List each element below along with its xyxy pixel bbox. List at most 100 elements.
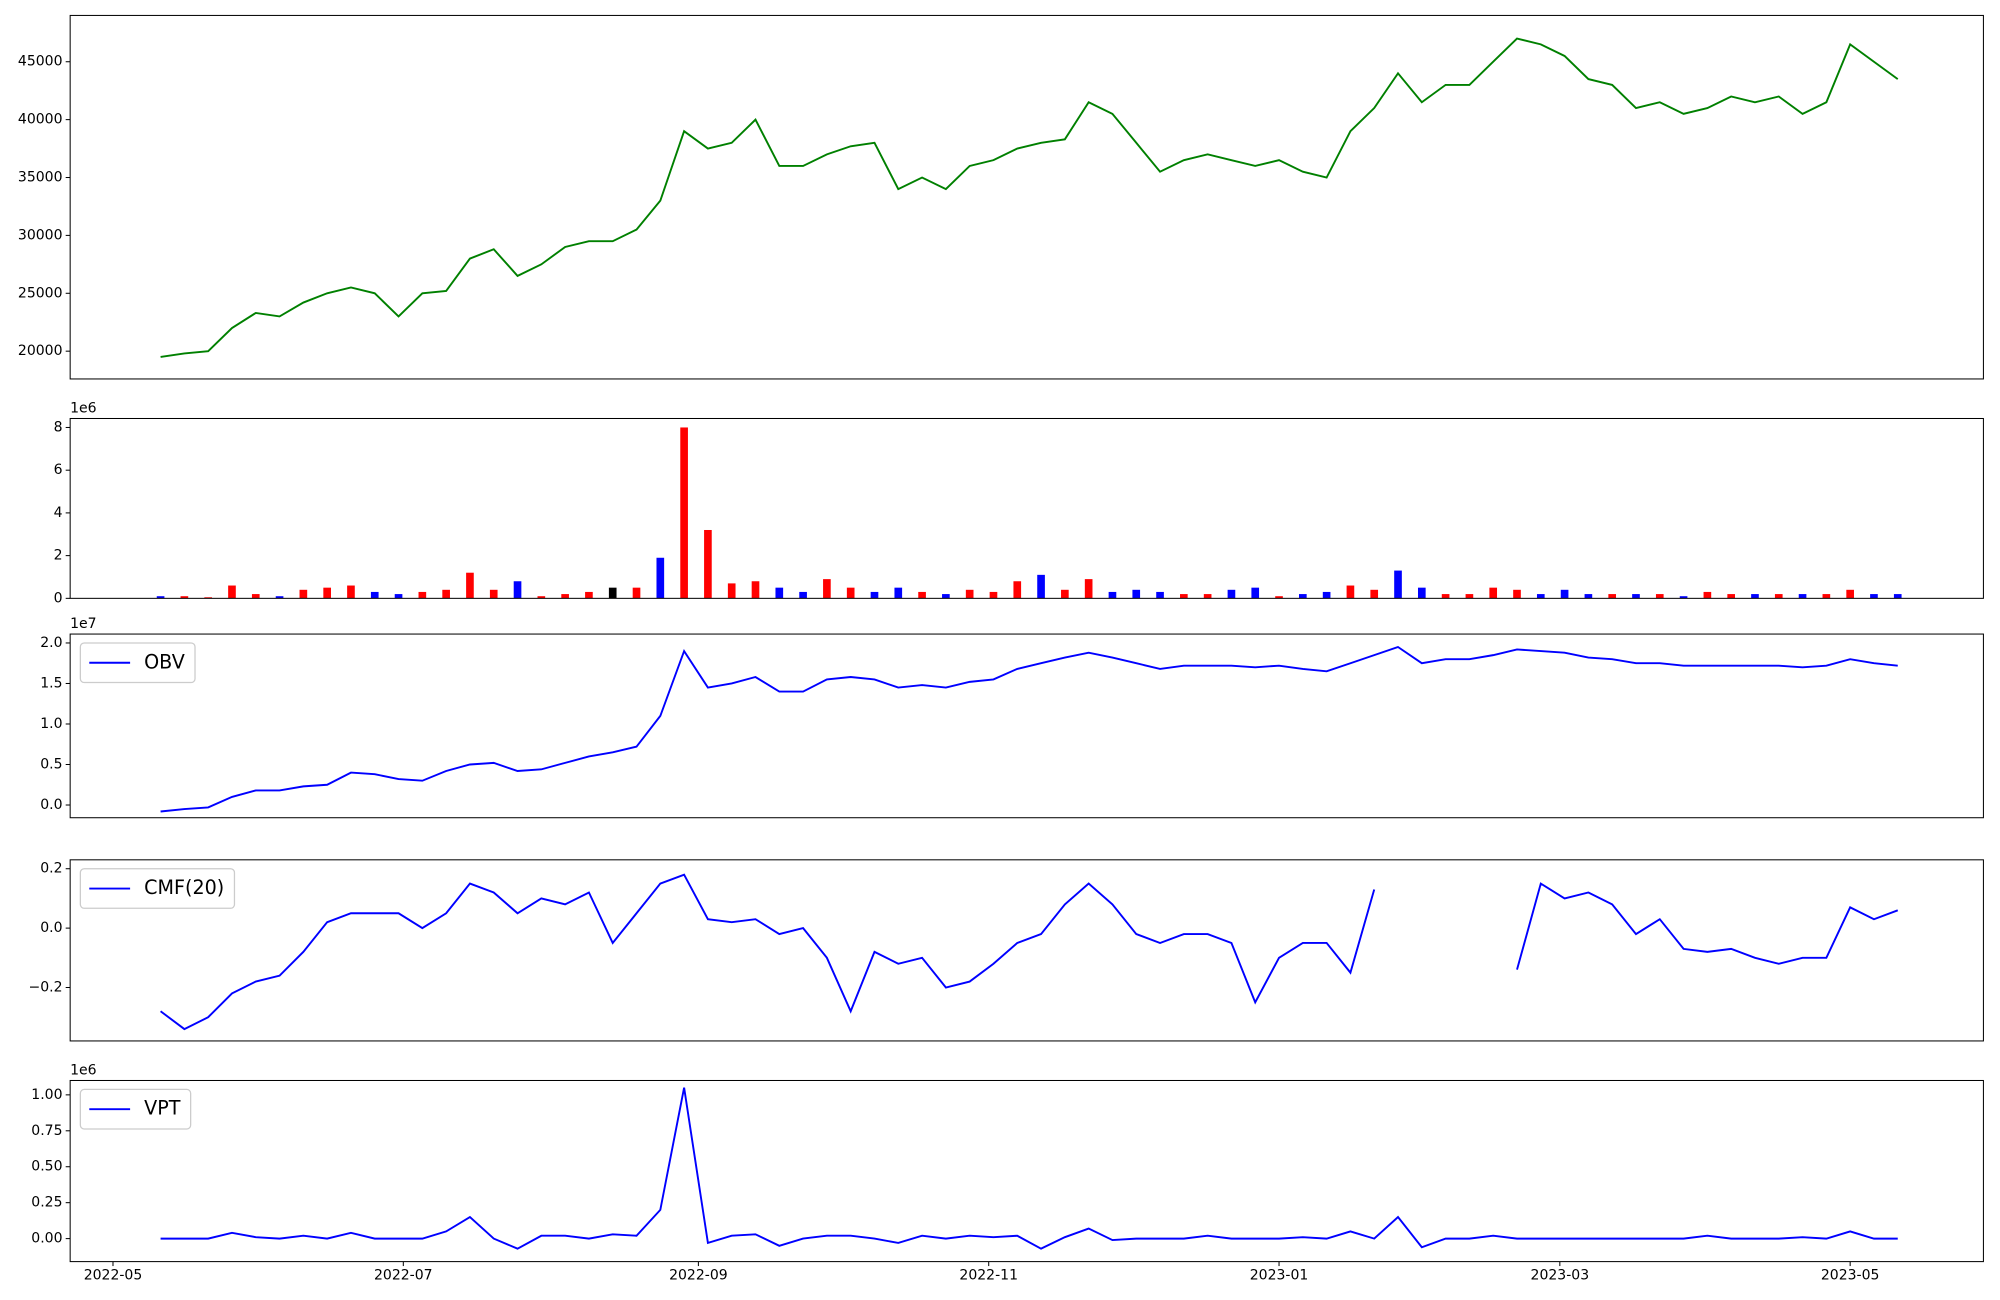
volume-bar	[1108, 591, 1117, 599]
volume-bar	[1132, 589, 1141, 599]
y-tick-label: 40000	[18, 112, 63, 128]
legend-label: OBV	[144, 650, 185, 673]
volume-bar	[1513, 589, 1521, 599]
volume-bar	[1441, 594, 1450, 599]
volume-bar	[942, 594, 950, 599]
volume-bar	[180, 596, 189, 599]
volume-bar	[1180, 594, 1188, 599]
volume-bar	[1655, 594, 1664, 599]
volume-bar	[775, 587, 784, 599]
y-tick-label: 2	[54, 548, 63, 564]
x-tick-label: 2022-07	[374, 1268, 433, 1284]
volume-bar	[1727, 594, 1735, 599]
volume-bar	[1227, 589, 1236, 599]
legend-box	[79, 642, 196, 684]
volume-bar	[1560, 589, 1569, 599]
axes-frame	[69, 417, 1984, 599]
volume-bar	[442, 589, 450, 599]
axes-frame	[69, 1079, 1984, 1263]
volume-bar	[489, 589, 498, 599]
volume-bar	[918, 591, 926, 599]
y-tick-label: 6	[54, 462, 63, 478]
x-tick-label: 2023-01	[1250, 1268, 1309, 1284]
volume-bar	[608, 587, 617, 599]
x-tick-label: 2022-05	[84, 1268, 143, 1284]
volume-bar	[1299, 594, 1307, 599]
volume-bar	[1251, 587, 1260, 599]
volume-bar	[513, 581, 522, 599]
legend-label: VPT	[144, 1097, 181, 1120]
offset-label: 1e6	[70, 1062, 97, 1078]
volume-bar	[1608, 594, 1617, 599]
volume-bar	[1013, 581, 1022, 599]
offset-label: 1e7	[70, 616, 96, 632]
volume-bar	[156, 596, 165, 599]
volume-bar	[704, 529, 712, 599]
volume-bar	[1465, 594, 1474, 599]
y-tick-label: 1.00	[31, 1087, 62, 1103]
volume-bar	[846, 587, 855, 599]
y-tick-label: 45000	[18, 54, 63, 70]
y-tick-label: 25000	[18, 285, 63, 301]
volume-bar	[537, 596, 546, 599]
volume-bar	[680, 427, 688, 599]
volume-bar	[1774, 594, 1783, 599]
volume-bar	[1322, 591, 1331, 599]
volume-bar	[1275, 596, 1283, 599]
x-tick-label: 2023-05	[1821, 1268, 1880, 1284]
y-tick-label: 8	[54, 419, 63, 435]
x-tick-label: 2023-03	[1531, 1268, 1590, 1284]
volume-bar	[799, 591, 807, 599]
axes-frame	[69, 14, 1984, 380]
volume-bar	[1156, 591, 1164, 599]
volume-bar	[347, 585, 355, 599]
y-tick-label: 0.0	[40, 920, 62, 936]
y-tick-label: 0.00	[31, 1231, 62, 1247]
y-tick-label: −0.2	[28, 979, 62, 995]
volume-bar	[466, 572, 474, 599]
volume-bar	[632, 587, 641, 599]
volume-bar	[1061, 589, 1069, 599]
y-tick-label: 1.5	[40, 675, 62, 691]
volume-bar	[1417, 587, 1426, 599]
volume-bar	[370, 591, 379, 599]
volume-bar	[1536, 594, 1545, 599]
volume-bar	[1584, 594, 1593, 599]
volume-bar	[1679, 596, 1688, 599]
x-tick-label: 2022-09	[669, 1268, 728, 1284]
volume-bar	[1822, 594, 1831, 599]
axes-frame	[69, 859, 1984, 1042]
y-tick-label: 0.2	[40, 861, 62, 877]
volume-bar	[228, 585, 236, 599]
series-line	[160, 37, 1899, 358]
volume-bar	[585, 591, 593, 599]
volume-bar	[561, 594, 569, 599]
volume-bar	[394, 594, 403, 599]
legend: VPT	[79, 1088, 192, 1130]
legend: OBV	[79, 642, 196, 684]
y-tick-label: 35000	[18, 170, 63, 186]
offset-label: 1e6	[70, 400, 97, 416]
y-tick-label: 0.0	[40, 797, 62, 813]
volume-bar	[1489, 587, 1498, 599]
volume-bar	[823, 579, 831, 599]
legend-label: CMF(20)	[144, 876, 224, 899]
legend-box	[79, 868, 236, 909]
volume-bar	[1870, 594, 1878, 599]
y-tick-label: 0.25	[31, 1195, 62, 1211]
axes-frame	[69, 633, 1984, 819]
y-tick-label: 4	[54, 505, 63, 521]
volume-bar	[1632, 594, 1640, 599]
y-tick-label: 2.0	[40, 635, 62, 651]
volume-bar	[204, 597, 213, 599]
y-tick-label: 0	[54, 590, 63, 606]
legend-box	[79, 1088, 192, 1130]
volume-bar	[989, 591, 998, 599]
series-line	[160, 645, 1898, 813]
volume-bar	[323, 587, 331, 599]
legend: CMF(20)	[79, 868, 236, 909]
volume-bar	[1798, 594, 1807, 599]
volume-bar	[418, 591, 427, 599]
